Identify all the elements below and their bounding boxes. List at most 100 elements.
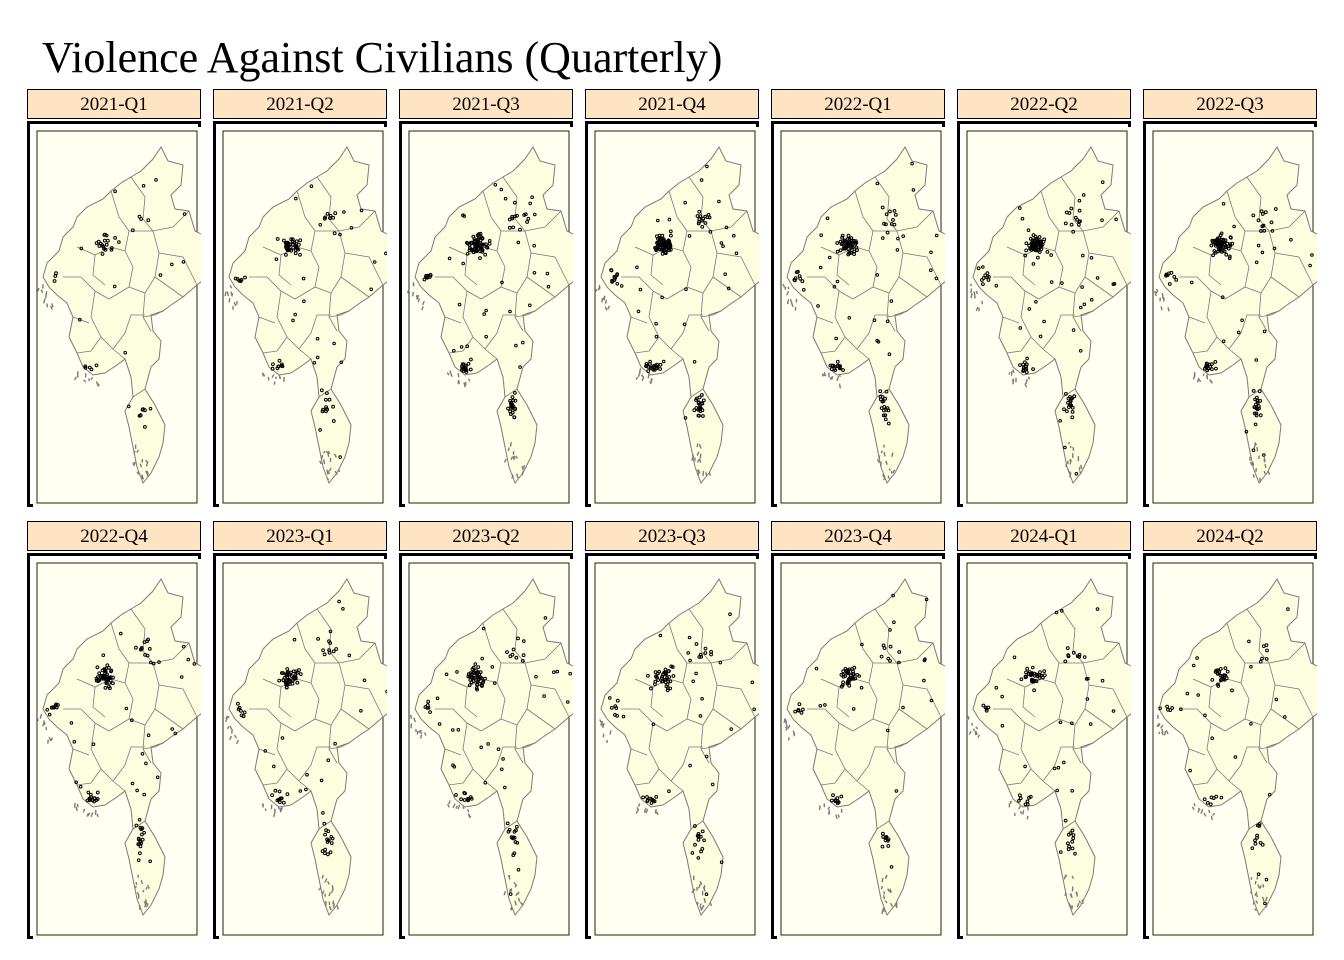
event-points — [608, 612, 756, 897]
choropleth-map — [1149, 127, 1317, 507]
region-boundary — [1042, 746, 1075, 782]
panel-label: 2021-Q4 — [585, 89, 759, 119]
region-boundary — [258, 748, 276, 756]
choropleth-map — [219, 559, 387, 939]
region-boundary — [686, 276, 742, 298]
map-frame — [27, 121, 201, 507]
region-boundary — [258, 316, 276, 324]
map-frame — [585, 121, 759, 507]
map-bbox — [966, 130, 1128, 504]
region-boundary — [700, 310, 722, 318]
region-boundary — [76, 678, 126, 688]
map-frame — [957, 121, 1131, 507]
panel-label: 2023-Q4 — [771, 521, 945, 551]
region-boundary — [112, 746, 145, 782]
region-boundary — [530, 684, 570, 718]
map-panel: 2022-Q4 — [27, 521, 201, 939]
region-boundary — [686, 708, 742, 730]
event-points — [423, 616, 572, 896]
coastline-islands — [782, 283, 896, 481]
region-boundary — [820, 336, 846, 354]
region-boundary — [668, 622, 692, 720]
map-panel: 2023-Q1 — [213, 521, 387, 939]
region-boundary — [886, 310, 908, 318]
map-bbox — [408, 130, 570, 504]
region-boundary — [129, 230, 160, 278]
region-boundary — [501, 662, 532, 710]
region-boundary — [1258, 310, 1280, 318]
panel-label: 2024-Q2 — [1143, 521, 1317, 551]
choropleth-map — [777, 127, 945, 507]
event-points — [233, 184, 387, 459]
region-boundary — [896, 210, 934, 232]
region-boundary — [873, 230, 904, 278]
region-boundary — [650, 254, 664, 286]
region-boundary — [1072, 310, 1094, 318]
region-boundary — [634, 768, 660, 786]
region-boundary — [315, 662, 346, 710]
region-boundary — [315, 230, 346, 278]
map-frame — [771, 553, 945, 939]
region-boundary — [1244, 276, 1300, 298]
country-outline — [228, 578, 387, 916]
map-panel: 2022-Q1 — [771, 89, 945, 507]
panel-label: 2024-Q1 — [957, 521, 1131, 551]
coastline-islands — [224, 284, 341, 481]
region-boundary — [129, 662, 160, 710]
region-boundary — [298, 746, 331, 782]
map-frame — [1143, 553, 1317, 939]
region-boundary — [500, 708, 556, 730]
region-boundary — [1006, 768, 1032, 786]
region-boundary — [876, 820, 890, 830]
coastline-islands — [1154, 288, 1271, 483]
map-bbox — [222, 130, 384, 504]
region-boundary — [328, 310, 350, 318]
region-boundary — [670, 746, 703, 782]
region-boundary — [1228, 314, 1261, 350]
region-boundary — [344, 252, 384, 286]
region-boundary — [110, 190, 134, 288]
region-boundary — [634, 336, 660, 354]
map-bbox — [1152, 130, 1314, 504]
panel-label: 2022-Q1 — [771, 89, 945, 119]
region-boundary — [1060, 176, 1084, 232]
panel-label: 2022-Q4 — [27, 521, 201, 551]
map-frame — [399, 121, 573, 507]
region-boundary — [158, 684, 198, 718]
region-boundary — [262, 336, 288, 354]
event-points — [976, 180, 1118, 476]
choropleth-map — [33, 559, 201, 939]
region-boundary — [296, 190, 320, 288]
coastline-islands — [225, 715, 340, 911]
event-points — [52, 178, 187, 429]
coastline-islands — [406, 282, 525, 479]
region-boundary — [316, 176, 340, 232]
region-boundary — [1062, 820, 1076, 830]
region-boundary — [110, 622, 134, 720]
region-boundary — [688, 608, 712, 664]
region-boundary — [690, 388, 704, 398]
region-boundary — [328, 742, 350, 750]
region-boundary — [1192, 336, 1218, 354]
region-boundary — [1268, 642, 1306, 664]
country-outline — [228, 146, 387, 484]
choropleth-map — [963, 127, 1131, 507]
choropleth-map — [33, 127, 201, 507]
region-boundary — [502, 608, 526, 664]
region-boundary — [1246, 176, 1270, 232]
country-outline — [414, 146, 573, 484]
map-frame — [585, 553, 759, 939]
region-boundary — [1022, 254, 1036, 286]
region-boundary — [710, 210, 748, 232]
region-boundary — [444, 316, 462, 324]
region-boundary — [1274, 252, 1314, 286]
country-outline — [1158, 146, 1317, 484]
region-boundary — [1059, 662, 1090, 710]
country-outline — [414, 578, 573, 916]
region-boundary — [1188, 316, 1206, 324]
region-boundary — [854, 622, 878, 720]
coastline-islands — [1156, 714, 1268, 912]
region-boundary — [1245, 230, 1276, 278]
region-boundary — [314, 276, 370, 298]
region-boundary — [856, 746, 889, 782]
